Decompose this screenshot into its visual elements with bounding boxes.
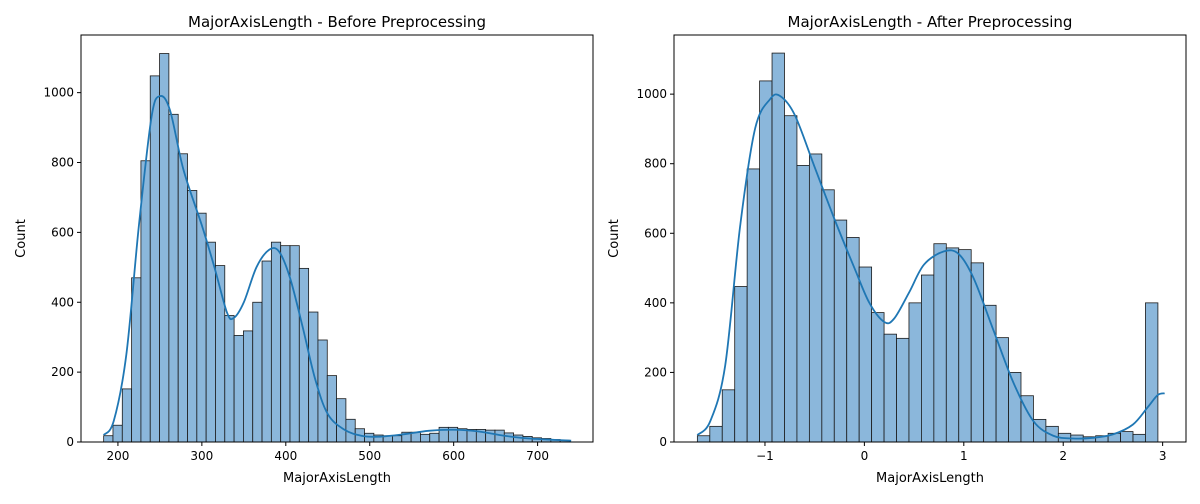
histogram-bar [243,330,254,443]
kde-curve [696,93,1165,440]
x-tick-label: 600 [442,449,465,463]
y-tick-label: 600 [644,226,667,240]
histogram-bar [821,189,835,443]
histogram-bar [808,153,823,443]
x-tick-label: 500 [358,449,381,463]
histogram-bar [709,425,723,443]
histogram-bar [908,302,922,443]
histogram-bar [289,245,300,443]
histogram-bar [896,337,910,443]
histogram-bar [326,375,337,443]
y-tick-label: 0 [659,435,667,449]
histogram-bar [721,389,736,443]
histogram-bar [1145,302,1159,443]
histogram-bar [308,311,319,443]
histogram-bar [140,160,151,443]
histogram-bar [883,333,897,443]
x-tick-label: 2 [1059,449,1067,463]
histogram-bar [1008,372,1022,443]
x-tick-label: 1 [960,449,968,463]
histogram-bar [103,435,114,443]
chart-before-preprocessing: 200 300 400 500 600 700 0 200 400 600 800 1000 Major… [14,13,594,486]
x-tick-label: 0 [861,449,869,463]
histogram-bar [958,249,972,443]
y-tick-label: 600 [51,225,74,239]
histogram-bar [112,424,123,443]
histogram-bar [131,277,142,443]
histogram-bar [846,237,860,443]
histogram-bars [696,52,1159,443]
histogram-bar [921,274,935,443]
y-tick-label: 1000 [636,87,667,101]
x-tick-label: −1 [756,449,774,463]
chart-title: MajorAxisLength - Before Preprocessing [188,13,486,31]
histogram-bar [168,113,179,443]
histogram-bar [270,241,282,443]
histogram-bar [261,260,272,443]
x-tick-label: 200 [106,449,129,463]
y-tick-label: 800 [51,156,74,170]
y-tick-label: 400 [644,296,667,310]
histogram-bar [187,190,198,443]
x-tick-label: 700 [526,449,549,463]
histogram-bar [734,286,748,443]
histogram-bar [392,435,403,443]
histogram-bar [252,301,263,443]
histogram-bar [298,267,310,443]
x-axis-label: MajorAxisLength [876,471,984,486]
histogram-bar [796,165,810,443]
x-axis-label: MajorAxisLength [283,471,391,486]
histogram-bar [1045,425,1059,443]
plot-frame [673,34,1187,443]
histogram-bar [1132,433,1146,443]
histogram-bar [336,398,347,443]
y-axis-label: Count [14,219,29,258]
histogram-bar [784,115,798,443]
y-tick-label: 0 [66,435,74,449]
histogram-bar [771,52,785,443]
histogram-bar [177,153,188,443]
histogram-bar [224,315,235,443]
histogram-bar [205,241,216,443]
y-tick-label: 400 [51,295,74,309]
histogram-bar [983,304,997,443]
histogram-bar [159,53,170,443]
histogram-bars [103,53,570,443]
chart-after-preprocessing: −1 0 1 2 3 0 200 400 600 800 1000 MajorAxisLength -… [607,13,1187,486]
x-tick-label: 400 [274,449,297,463]
histogram-bar [429,432,440,443]
histogram-bar [696,435,711,443]
histogram-bar [121,388,133,443]
x-tick-label: 300 [190,449,213,463]
y-tick-label: 800 [644,157,667,171]
histogram-bar [945,247,960,443]
histogram-bar [1120,431,1134,443]
y-tick-label: 1000 [43,86,74,100]
kde-curve [102,95,572,442]
plot-frame [80,34,594,443]
histogram-bar [233,335,244,443]
histogram-bar [871,312,885,443]
histogram-bar [196,212,207,443]
histogram-bar [149,75,160,443]
x-tick-label: 3 [1159,449,1167,463]
histogram-bar [833,219,848,443]
y-tick-label: 200 [51,365,74,379]
y-axis-label: Count [607,219,622,258]
histogram-bar [420,433,431,443]
histogram-bar [933,243,947,443]
chart-title: MajorAxisLength - After Preprocessing [788,13,1073,31]
histogram-bar [746,168,760,443]
y-tick-label: 200 [644,365,667,379]
histogram-bar [759,80,773,443]
